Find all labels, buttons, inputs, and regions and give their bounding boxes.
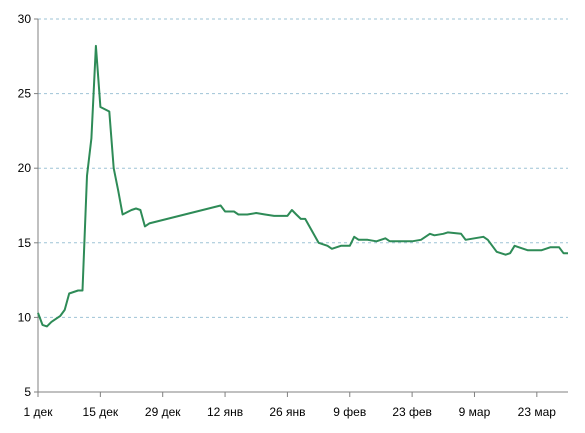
x-tick-label: 23 мар [518, 405, 557, 419]
y-tick-label: 25 [18, 87, 32, 101]
y-tick-label: 15 [18, 236, 32, 250]
x-tick-label: 26 янв [269, 405, 305, 419]
x-tick-label: 12 янв [207, 405, 243, 419]
y-tick-label: 30 [18, 12, 32, 26]
y-tick-label: 20 [18, 161, 32, 175]
x-axis-ticks: 1 дек 15 дек 29 дек 12 янв 26 янв 9 фев 23 фев… [24, 392, 557, 419]
x-tick-label: 29 дек [145, 405, 181, 419]
y-tick-label: 5 [24, 385, 31, 399]
series-line [37, 44, 568, 328]
gridlines [38, 18, 568, 318]
series-group [37, 44, 568, 328]
axes [37, 19, 568, 393]
x-tick-label: 9 мар [459, 405, 491, 419]
x-tick-label: 1 дек [24, 405, 54, 419]
y-tick-label: 10 [18, 310, 32, 324]
x-tick-label: 23 фев [392, 405, 432, 419]
x-tick-label: 9 фев [333, 405, 366, 419]
x-tick-label: 15 дек [83, 405, 119, 419]
y-axis-ticks: 5 10 15 20 25 30 [18, 12, 38, 399]
